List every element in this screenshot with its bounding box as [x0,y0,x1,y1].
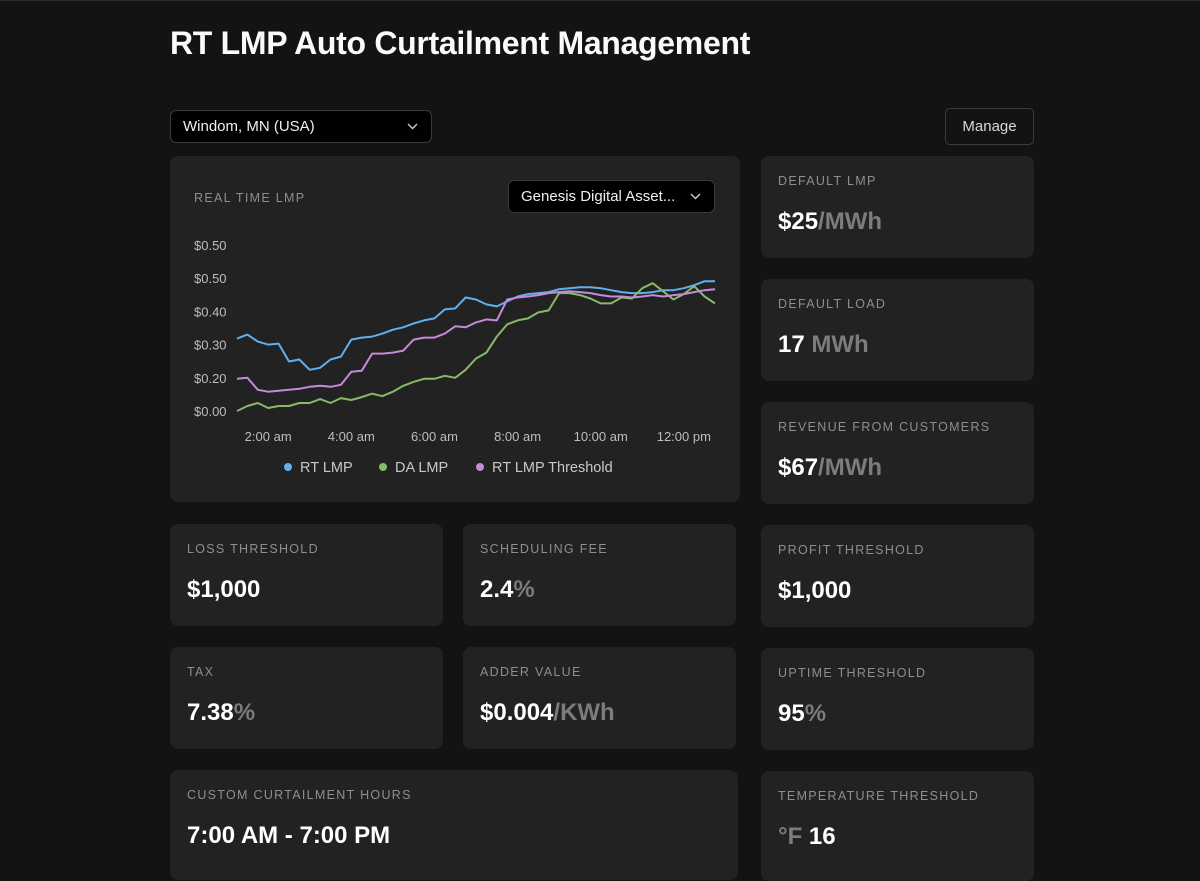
manage-button[interactable]: Manage [945,108,1034,145]
location-select[interactable]: Windom, MN (USA) [170,110,432,143]
legend-label: DA LMP [395,460,448,476]
adder-value-card: Adder Value $0.004/KWh [463,647,736,749]
value-unit: /KWh [553,699,615,726]
adder-value-label: Adder Value [480,665,582,679]
default-load-label: Default Load [778,297,887,311]
temperature-threshold-label: Temperature Threshold [778,789,980,803]
custom-curtailment-hours-label: Custom Curtailment Hours [187,788,412,802]
default-load-value: 17 MWh [778,331,869,359]
default-lmp-value: $25/MWh [778,208,882,236]
scheduling-fee-label: Scheduling Fee [480,542,608,556]
x-tick-label: 12:00 pm [657,429,711,444]
x-tick-label: 4:00 am [328,429,375,444]
y-tick-label: $0.20 [194,371,227,386]
value-unit: °F [778,823,803,850]
value-unit: % [513,576,535,603]
chart-card-label: Real Time LMP [194,191,306,205]
value-number: $67 [778,454,819,481]
value-number: 16 [802,823,836,850]
tax-value: 7.38% [187,699,255,727]
x-tick-label: 8:00 am [494,429,541,444]
legend-dot-icon [379,463,387,471]
revenue-from-customers-label: Revenue From Customers [778,420,991,434]
uptime-threshold-card: Uptime Threshold 95% [761,648,1034,750]
profit-threshold-card: Profit Threshold $1,000 [761,525,1034,627]
profit-threshold-label: Profit Threshold [778,543,925,557]
rt-lmp-chart: $0.00 $0.20 $0.30 $0.40 $0.50 $0.50 2:00 am 4:0… [194,238,716,476]
value-unit: % [804,700,827,727]
legend-label: RT LMP Threshold [492,460,613,476]
legend-dot-icon [284,463,292,471]
value-unit: % [233,699,256,726]
value-unit: /MWh [818,454,883,481]
custom-curtailment-hours-value: 7:00 AM - 7:00 PM [187,822,391,849]
scheduling-fee-card: Scheduling Fee 2.4% [463,524,736,626]
legend-label: RT LMP [300,460,353,476]
custom-curtailment-hours-card: Custom Curtailment Hours 7:00 AM - 7:00 … [170,770,738,880]
series-line-rt-lmp [236,280,715,371]
page-title: RT LMP Auto Curtailment Management [170,25,751,61]
x-tick-label: 6:00 am [411,429,458,444]
revenue-from-customers-value: $67/MWh [778,454,882,482]
loss-threshold-value: $1,000 [187,576,260,604]
y-tick-label: $0.50 [194,271,227,286]
value-number: $1,000 [187,576,261,603]
x-tick-label: 10:00 am [574,429,628,444]
x-tick-label: 2:00 am [245,429,292,444]
series-line-rt-lmp-threshold [236,288,716,393]
y-tick-label: $0.50 [194,238,227,253]
value-number: 17 [778,331,805,358]
temperature-threshold-value: °F 16 [778,823,836,851]
value-number: 95 [778,700,805,727]
value-number: $25 [778,208,819,235]
adder-value-value: $0.004/KWh [480,699,615,727]
value-unit: MWh [804,331,869,358]
chevron-down-icon [405,120,419,134]
default-lmp-label: Default LMP [778,174,877,188]
default-lmp-card: Default LMP $25/MWh [761,156,1034,258]
y-tick-label: $0.30 [194,338,227,353]
value-number: 2.4 [480,576,514,603]
value-number: 7.38 [187,699,234,726]
asset-select-value: Genesis Digital Asset... [521,188,676,205]
tax-card: Tax 7.38% [170,647,443,749]
scheduling-fee-value: 2.4% [480,576,535,604]
asset-select[interactable]: Genesis Digital Asset... [508,180,715,213]
revenue-from-customers-card: Revenue From Customers $67/MWh [761,402,1034,504]
loss-threshold-card: Loss Threshold $1,000 [170,524,443,626]
series-line-da-lmp [236,282,716,412]
value-number: $1,000 [778,577,852,604]
profit-threshold-value: $1,000 [778,577,851,605]
default-load-card: Default Load 17 MWh [761,279,1034,381]
uptime-threshold-value: 95% [778,700,826,728]
loss-threshold-label: Loss Threshold [187,542,319,556]
real-time-lmp-card: Real Time LMP [170,156,740,502]
location-select-value: Windom, MN (USA) [183,118,315,135]
value-number: $0.004 [480,699,554,726]
y-tick-label: $0.00 [194,404,227,419]
y-tick-label: $0.40 [194,304,227,319]
chevron-down-icon [688,190,702,204]
temperature-threshold-card: Temperature Threshold °F 16 [761,771,1034,881]
value-unit: /MWh [818,208,883,235]
uptime-threshold-label: Uptime Threshold [778,666,927,680]
legend-dot-icon [476,463,484,471]
tax-label: Tax [187,665,215,679]
